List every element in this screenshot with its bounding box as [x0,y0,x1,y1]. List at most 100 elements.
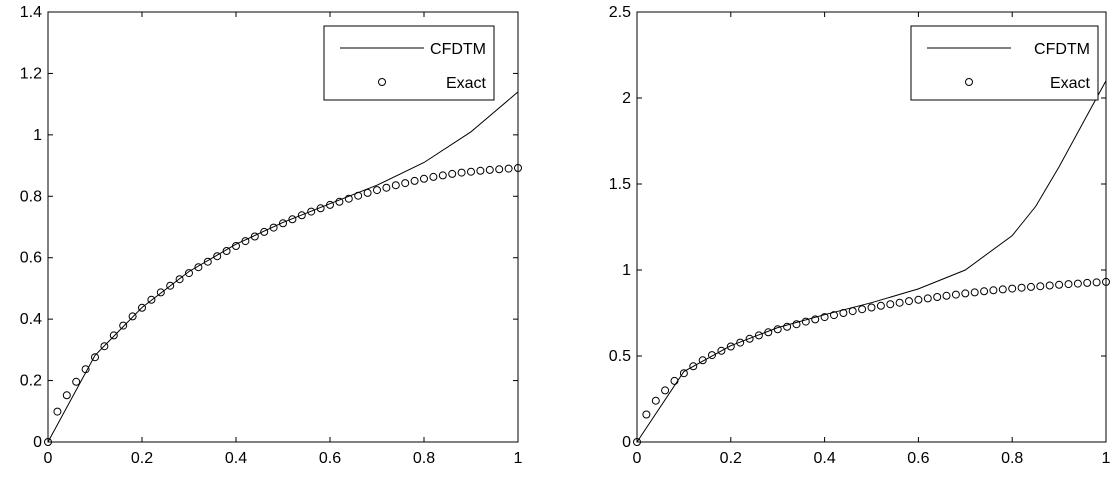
data-point-exact [62,391,71,400]
data-point-exact [811,315,820,324]
data-point-exact [783,322,792,331]
data-point-exact [297,211,306,220]
data-point-exact [147,295,156,304]
data-point-exact [1102,277,1110,286]
data-point-exact [736,338,745,347]
data-point-exact [363,188,372,197]
y-tick-label: 1.2 [20,65,42,82]
y-tick-label: 0.2 [20,373,42,390]
data-point-exact [1027,282,1035,291]
data-point-exact [138,303,146,312]
legend-marker-swatch [965,78,973,86]
data-point-exact [1008,284,1017,293]
data-point-exact [998,285,1007,294]
x-tick-label: 1 [1102,450,1111,467]
data-point-exact [895,298,904,307]
data-point-exact [951,290,960,299]
y-tick-label: 1.5 [609,176,631,193]
legend: CFDTM Exact [323,25,495,101]
data-point-exact [194,263,203,272]
legend-box [910,25,1099,101]
data-point-exact [661,386,670,395]
legend-label-exact: Exact [446,75,487,92]
data-point-exact [382,183,391,192]
y-tick-label: 0.8 [20,188,42,205]
legend-label-cfdtm: CFDTM [1034,41,1090,58]
data-point-exact [792,320,801,329]
x-tick-label: 0.8 [413,450,435,467]
data-point-exact [651,396,660,405]
data-point-exact [457,168,466,177]
data-point-exact [504,164,513,173]
data-point-exact [316,204,325,213]
data-point-exact [1036,282,1045,291]
data-point-exact [820,313,829,322]
data-point-exact [876,301,885,310]
data-point-exact [867,303,876,312]
data-point-exact [485,165,494,174]
data-point-exact [942,291,951,300]
data-point-exact [53,407,62,416]
data-point-exact [698,356,707,365]
data-point-exact [156,288,165,297]
data-point-exact [420,174,428,183]
y-tick-label: 0.4 [20,311,42,328]
data-point-exact [260,227,269,236]
data-point-exact [905,297,913,306]
y-tick-label: 0.6 [20,250,42,267]
data-point-exact [848,307,857,316]
data-point-exact [241,237,250,246]
data-point-exact [886,300,895,309]
data-point-exact [1064,280,1073,289]
data-point-exact [335,197,344,206]
axes-frame [636,11,1107,443]
x-tick-label: 0.6 [319,450,341,467]
data-point-exact [185,269,193,278]
series-line-cfdtm [636,80,1107,443]
x-tick-label: 0.4 [225,450,247,467]
x-tick-label: 0.6 [907,450,929,467]
data-point-exact [344,194,353,203]
y-tick-label: 0.5 [609,348,631,365]
data-point-exact [717,346,726,355]
data-point-exact [495,165,504,174]
data-point-exact [354,191,363,200]
data-point-exact [989,286,998,295]
data-point-exact [222,247,231,255]
data-point-exact [923,294,932,303]
data-point-exact [203,257,212,266]
legend-marker-swatch [378,78,386,86]
x-tick-label: 0.2 [720,450,742,467]
data-point-exact [754,331,763,340]
series-line-cfdtm [47,91,519,443]
y-tick-label: 2 [622,90,631,107]
x-tick-label: 0.8 [1001,450,1023,467]
data-point-exact [109,331,118,340]
data-point-exact [830,311,838,320]
data-point-exact [476,166,485,175]
data-point-exact [448,169,457,178]
data-point-exact [119,321,128,330]
legend-box [323,25,495,101]
data-point-exact [1073,279,1082,288]
data-point-exact [1045,281,1054,290]
data-point-exact [91,353,99,362]
data-point-exact [1017,283,1026,292]
data-point-exact [633,438,641,446]
data-point-exact [961,289,970,298]
x-tick-label: 1 [514,450,523,467]
data-point-exact [1055,280,1064,289]
x-tick-label: 0 [633,450,642,467]
data-point-exact [44,438,52,446]
data-point-exact [858,305,867,314]
data-point-exact [1092,278,1101,287]
legend: CFDTM Exact [910,25,1099,101]
legend-label-exact: Exact [1050,75,1091,92]
legend-label-cfdtm: CFDTM [430,41,486,58]
data-point-exact [213,252,222,261]
data-point-exact [839,309,848,317]
data-point-exact [970,288,979,297]
right-chart-panel: 0 0.2 0.4 0.6 0.8 1 0 0.5 1 1.5 2 2.5 CFDTM Exact [609,4,1111,467]
data-point-exact [401,179,410,188]
